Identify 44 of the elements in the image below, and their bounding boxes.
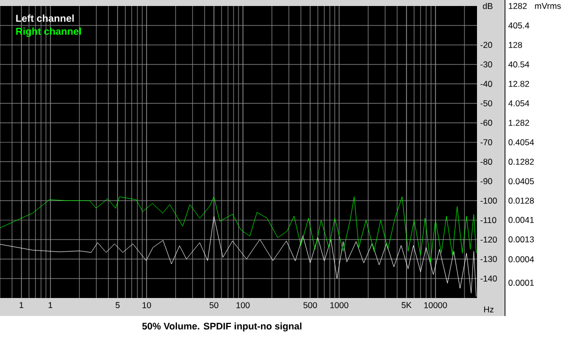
y2-tick-label: -50: [480, 100, 492, 106]
y2-tick-label: -130: [480, 256, 497, 262]
x-tick-label: 10000: [424, 302, 447, 308]
y2-tick-label: -40: [480, 80, 492, 87]
y2-tick-label: -30: [480, 61, 492, 68]
x-axis-title: Hz: [484, 306, 494, 312]
y2-tick-label: -80: [480, 158, 492, 165]
y2-tick-label: -20: [480, 42, 492, 48]
y-tick-label: 0.4054: [508, 139, 534, 146]
y-tick-label: 405.4: [508, 22, 530, 28]
y2-tick-label: -110: [480, 217, 496, 224]
y-tick-label: 4.054: [508, 100, 530, 106]
text: Right channel: [16, 27, 81, 37]
y-tick-label: 0.0128: [508, 198, 534, 204]
text: Left channel: [16, 14, 74, 22]
x-tick-label: 5K: [402, 302, 412, 308]
x-tick-label: 5: [116, 302, 120, 308]
x-tick-label: 1000: [330, 302, 348, 308]
y2-tick-label: -60: [480, 120, 492, 126]
y-tick-label: 0.0013: [508, 236, 534, 242]
x-tick-label: 10: [142, 302, 152, 308]
x-tick-label: 50: [210, 302, 218, 308]
y-tick-label: 0.1282: [508, 158, 534, 165]
x-tick-label: 1: [48, 302, 52, 308]
y-tick-label: 0.0001: [508, 280, 534, 286]
text: 50% Volume. SPDIF input-no signal: [142, 322, 302, 332]
y-tick-label: 0.0041: [508, 216, 534, 223]
y2-tick-label: -100: [480, 198, 497, 204]
y2-axis-title: dB: [482, 2, 492, 10]
y-tick-label: 0.0004: [508, 256, 534, 262]
y2-tick-label: -140: [480, 276, 497, 282]
y2-tick-label: -90: [480, 178, 492, 184]
y-axis-title: mVrms: [535, 3, 561, 9]
x-tick-label: 1: [20, 302, 24, 308]
y-tick-label: 0.0405: [508, 178, 534, 184]
x-tick-label: 500: [303, 302, 317, 308]
x-tick-label: 100: [236, 302, 250, 308]
y-tick-label: 12.82: [508, 80, 530, 87]
y-tick-label: 128: [508, 42, 522, 48]
y2-tick-label: -120: [480, 236, 497, 243]
y-tick-label: 1282: [508, 2, 527, 9]
y2-tick-label: -70: [480, 139, 492, 146]
y-tick-label: 40.54: [508, 61, 530, 68]
y-tick-label: 1.282: [508, 120, 530, 126]
